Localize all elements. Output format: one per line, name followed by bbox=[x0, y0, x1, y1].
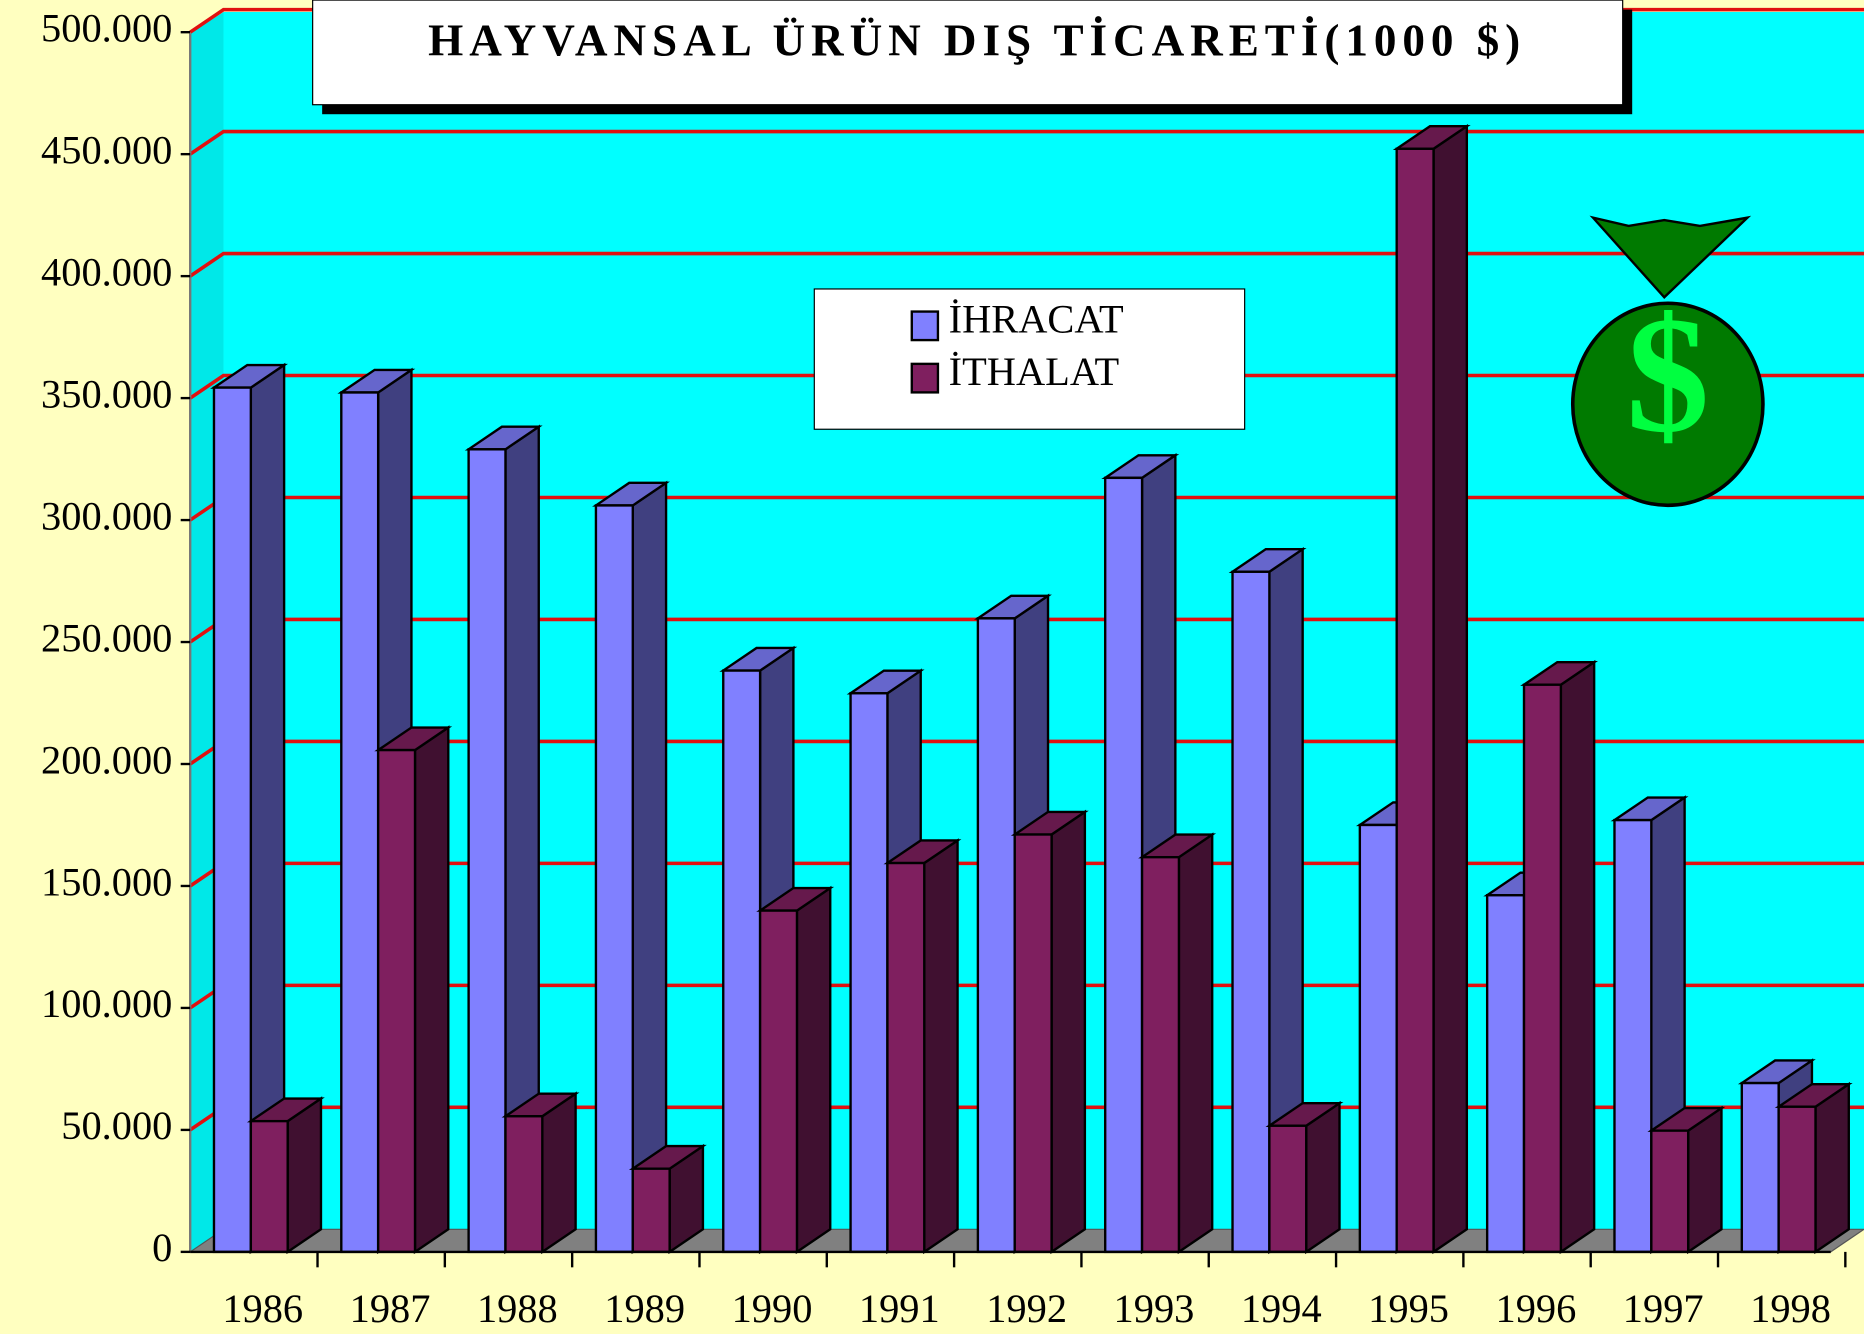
bar bbox=[1140, 855, 1181, 1254]
y-tick-label: 100.000 bbox=[41, 981, 172, 1026]
bar-side bbox=[631, 480, 668, 1255]
legend-swatch bbox=[910, 362, 940, 394]
x-tick-label: 1996 bbox=[1495, 1286, 1576, 1331]
x-tick-label: 1992 bbox=[986, 1286, 1067, 1331]
bar-side bbox=[1559, 659, 1596, 1255]
grid-line bbox=[189, 129, 1864, 156]
x-tick-label: 1991 bbox=[859, 1286, 940, 1331]
bar-side bbox=[923, 838, 959, 1255]
y-tick-label: 300.000 bbox=[41, 493, 172, 538]
bar-side bbox=[795, 885, 832, 1255]
bar bbox=[340, 391, 380, 1254]
x-tick-label: 1998 bbox=[1750, 1286, 1831, 1331]
bar bbox=[249, 1119, 289, 1254]
y-tick-label: 400.000 bbox=[41, 249, 172, 294]
title-box bbox=[312, 0, 1624, 106]
y-tick-label: 250.000 bbox=[41, 615, 172, 660]
bar-side bbox=[1686, 1105, 1723, 1255]
bar-side bbox=[1177, 832, 1214, 1255]
bar-side bbox=[413, 725, 450, 1255]
legend-label: İTHALAT bbox=[949, 349, 1120, 394]
bar bbox=[1395, 147, 1435, 1254]
bar-side bbox=[1305, 1100, 1341, 1255]
bar bbox=[1104, 476, 1144, 1254]
legend-items: İHRACAT İTHALAT bbox=[910, 297, 1124, 394]
bar bbox=[1777, 1105, 1817, 1254]
bar-side bbox=[1050, 809, 1087, 1255]
bar bbox=[1740, 1081, 1780, 1254]
bar bbox=[849, 692, 889, 1254]
y-tick-label: 450.000 bbox=[41, 127, 172, 172]
x-tick-label: 1986 bbox=[222, 1286, 303, 1331]
bar bbox=[1231, 570, 1271, 1254]
y-tick-label: 50.000 bbox=[61, 1103, 172, 1148]
y-tick-label: 0 bbox=[152, 1225, 172, 1270]
bar-side bbox=[286, 1096, 323, 1255]
bar bbox=[758, 909, 799, 1254]
legend-swatch bbox=[910, 310, 940, 342]
bar bbox=[1522, 683, 1563, 1254]
grid-line bbox=[189, 251, 1864, 278]
bar bbox=[467, 448, 507, 1254]
chart-title: HAYVANSAL ÜRÜN DIŞ TİCARETİ(1000 $) bbox=[428, 16, 1526, 66]
bar bbox=[976, 617, 1016, 1254]
x-tick-label: 1995 bbox=[1368, 1286, 1449, 1331]
bar bbox=[1613, 818, 1653, 1254]
bar bbox=[1650, 1129, 1690, 1254]
y-tick-label: 150.000 bbox=[41, 859, 172, 904]
bar bbox=[886, 861, 926, 1254]
y-tick-label: 500.000 bbox=[41, 5, 172, 50]
bar bbox=[376, 748, 417, 1254]
y-tick-label: 200.000 bbox=[41, 737, 172, 782]
bar bbox=[1268, 1124, 1308, 1254]
x-tick-label: 1993 bbox=[1114, 1286, 1195, 1331]
bar bbox=[722, 669, 762, 1254]
bar-side bbox=[1432, 123, 1469, 1255]
x-tick-label: 1989 bbox=[604, 1286, 685, 1331]
bar bbox=[594, 504, 634, 1254]
bar-side bbox=[541, 1091, 577, 1255]
legend-label: İHRACAT bbox=[949, 297, 1124, 342]
x-tick-label: 1997 bbox=[1623, 1286, 1704, 1331]
grid-line bbox=[189, 373, 1864, 400]
y-tick-label: 350.000 bbox=[41, 371, 172, 416]
money-bag: $ bbox=[1570, 215, 1765, 508]
bars bbox=[210, 123, 1853, 1255]
dollar-sign: $ bbox=[1626, 283, 1709, 467]
bar bbox=[1013, 833, 1053, 1254]
x-tick-label: 1987 bbox=[350, 1286, 431, 1331]
x-tick-label: 1988 bbox=[477, 1286, 558, 1331]
bar bbox=[1358, 823, 1398, 1254]
bar bbox=[504, 1115, 544, 1254]
x-tick-label: 1994 bbox=[1241, 1286, 1322, 1331]
bar-side bbox=[1814, 1081, 1850, 1255]
legend bbox=[813, 288, 1246, 430]
bar bbox=[212, 386, 253, 1254]
x-tick-label: 1990 bbox=[732, 1286, 813, 1331]
bar bbox=[1485, 894, 1526, 1254]
bar bbox=[631, 1167, 671, 1254]
